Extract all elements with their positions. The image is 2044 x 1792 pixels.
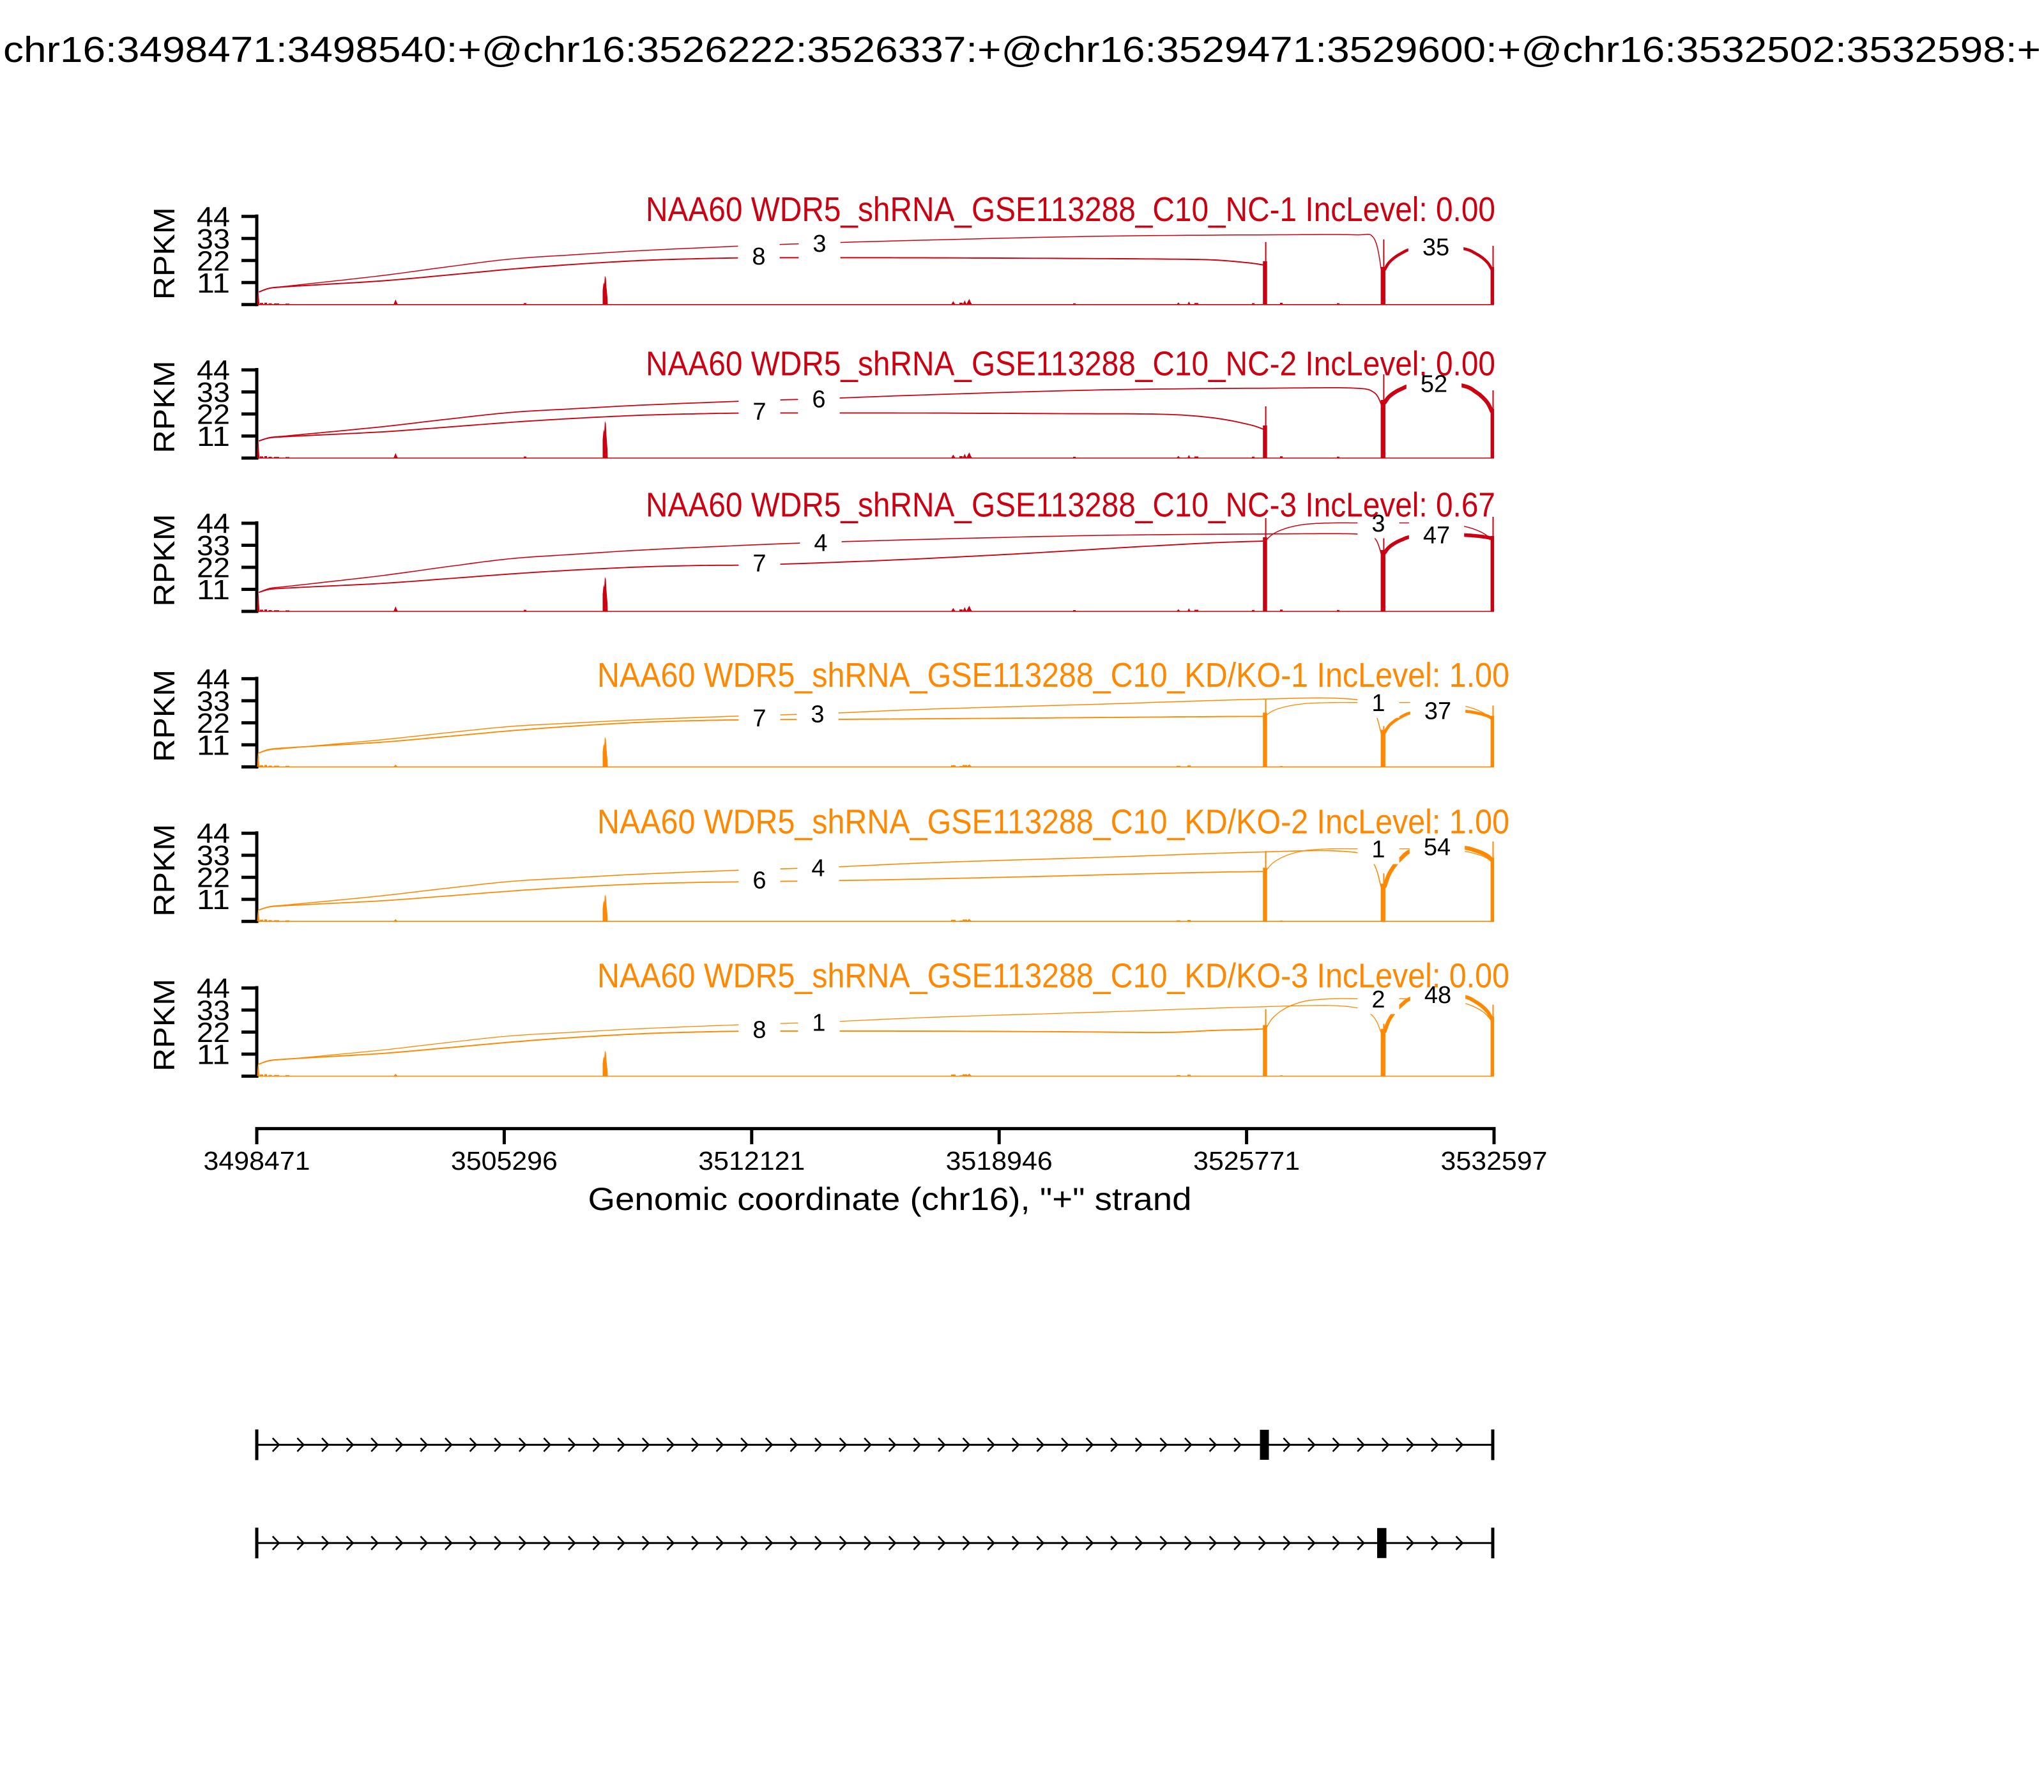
svg-text:3518946: 3518946 <box>946 1146 1053 1176</box>
svg-text:7: 7 <box>752 551 766 578</box>
svg-text:RPKM: RPKM <box>148 514 181 607</box>
svg-text:8: 8 <box>752 243 765 270</box>
svg-text:NAA60 WDR5_shRNA_GSE113288_C10: NAA60 WDR5_shRNA_GSE113288_C10_NC-1 IncL… <box>646 190 1495 229</box>
svg-text:1: 1 <box>1371 836 1385 863</box>
svg-text:11: 11 <box>197 422 230 452</box>
svg-text:54: 54 <box>1424 834 1451 861</box>
svg-text:NAA60 WDR5_shRNA_GSE113288_C10: NAA60 WDR5_shRNA_GSE113288_C10_KD/KO-1 I… <box>597 656 1509 694</box>
svg-text:NAA60 WDR5_shRNA_GSE113288_C10: NAA60 WDR5_shRNA_GSE113288_C10_KD/KO-3 I… <box>597 957 1509 995</box>
svg-text:3498471: 3498471 <box>204 1146 310 1176</box>
svg-text:6: 6 <box>752 868 766 894</box>
svg-text:7: 7 <box>752 705 766 732</box>
svg-text:Genomic coordinate (chr16), "+: Genomic coordinate (chr16), "+" strand <box>588 1181 1192 1217</box>
svg-text:3525771: 3525771 <box>1193 1146 1300 1176</box>
svg-text:33: 33 <box>197 378 230 408</box>
svg-text:33: 33 <box>197 686 230 717</box>
svg-text:33: 33 <box>197 841 230 871</box>
svg-text:1: 1 <box>812 1010 825 1037</box>
svg-text:44: 44 <box>197 974 230 1004</box>
svg-text:44: 44 <box>197 509 230 540</box>
svg-text:2: 2 <box>1371 986 1385 1013</box>
svg-text:22: 22 <box>197 400 230 431</box>
svg-text:22: 22 <box>197 246 230 277</box>
svg-text:35: 35 <box>1422 234 1449 261</box>
svg-text:3512121: 3512121 <box>698 1146 805 1176</box>
svg-text:3532597: 3532597 <box>1441 1146 1548 1176</box>
svg-text:22: 22 <box>197 1018 230 1048</box>
svg-text:3: 3 <box>811 701 824 728</box>
svg-text:48: 48 <box>1424 982 1451 1009</box>
svg-text:22: 22 <box>197 708 230 739</box>
svg-text:44: 44 <box>197 819 230 850</box>
svg-text:11: 11 <box>197 885 230 915</box>
svg-text:RPKM: RPKM <box>148 824 181 917</box>
svg-text:3505296: 3505296 <box>451 1146 558 1176</box>
svg-text:33: 33 <box>197 531 230 562</box>
svg-text:44: 44 <box>197 664 230 695</box>
svg-text:NAA60 WDR5_shRNA_GSE113288_C10: NAA60 WDR5_shRNA_GSE113288_C10_NC-2 IncL… <box>646 345 1495 383</box>
svg-text:44: 44 <box>197 202 230 233</box>
svg-text:11: 11 <box>197 575 230 606</box>
svg-text:11: 11 <box>197 1040 230 1071</box>
svg-text:52: 52 <box>1421 371 1447 398</box>
svg-text:11: 11 <box>197 730 230 761</box>
svg-text:4: 4 <box>814 530 827 557</box>
svg-text:1: 1 <box>1371 690 1385 717</box>
svg-text:37: 37 <box>1424 698 1451 725</box>
svg-text:44: 44 <box>197 356 230 387</box>
svg-text:22: 22 <box>197 863 230 894</box>
svg-text:7: 7 <box>752 399 766 425</box>
svg-text:6: 6 <box>812 387 825 413</box>
svg-text:chr16:3498471:3498540:+@chr16:: chr16:3498471:3498540:+@chr16:3526222:35… <box>3 29 2041 70</box>
svg-text:3: 3 <box>1371 510 1385 537</box>
svg-text:RPKM: RPKM <box>148 979 181 1071</box>
svg-text:3: 3 <box>812 231 826 257</box>
svg-text:8: 8 <box>752 1017 766 1044</box>
svg-text:NAA60 WDR5_shRNA_GSE113288_C10: NAA60 WDR5_shRNA_GSE113288_C10_NC-3 IncL… <box>646 486 1495 525</box>
svg-text:33: 33 <box>197 996 230 1027</box>
svg-text:11: 11 <box>197 268 230 299</box>
svg-text:RPKM: RPKM <box>148 207 181 300</box>
svg-text:RPKM: RPKM <box>148 670 181 762</box>
svg-text:22: 22 <box>197 553 230 584</box>
svg-text:NAA60 WDR5_shRNA_GSE113288_C10: NAA60 WDR5_shRNA_GSE113288_C10_KD/KO-2 I… <box>597 803 1509 841</box>
svg-text:RPKM: RPKM <box>148 361 181 454</box>
svg-text:4: 4 <box>811 855 825 882</box>
svg-text:47: 47 <box>1423 523 1450 549</box>
svg-text:33: 33 <box>197 224 230 255</box>
